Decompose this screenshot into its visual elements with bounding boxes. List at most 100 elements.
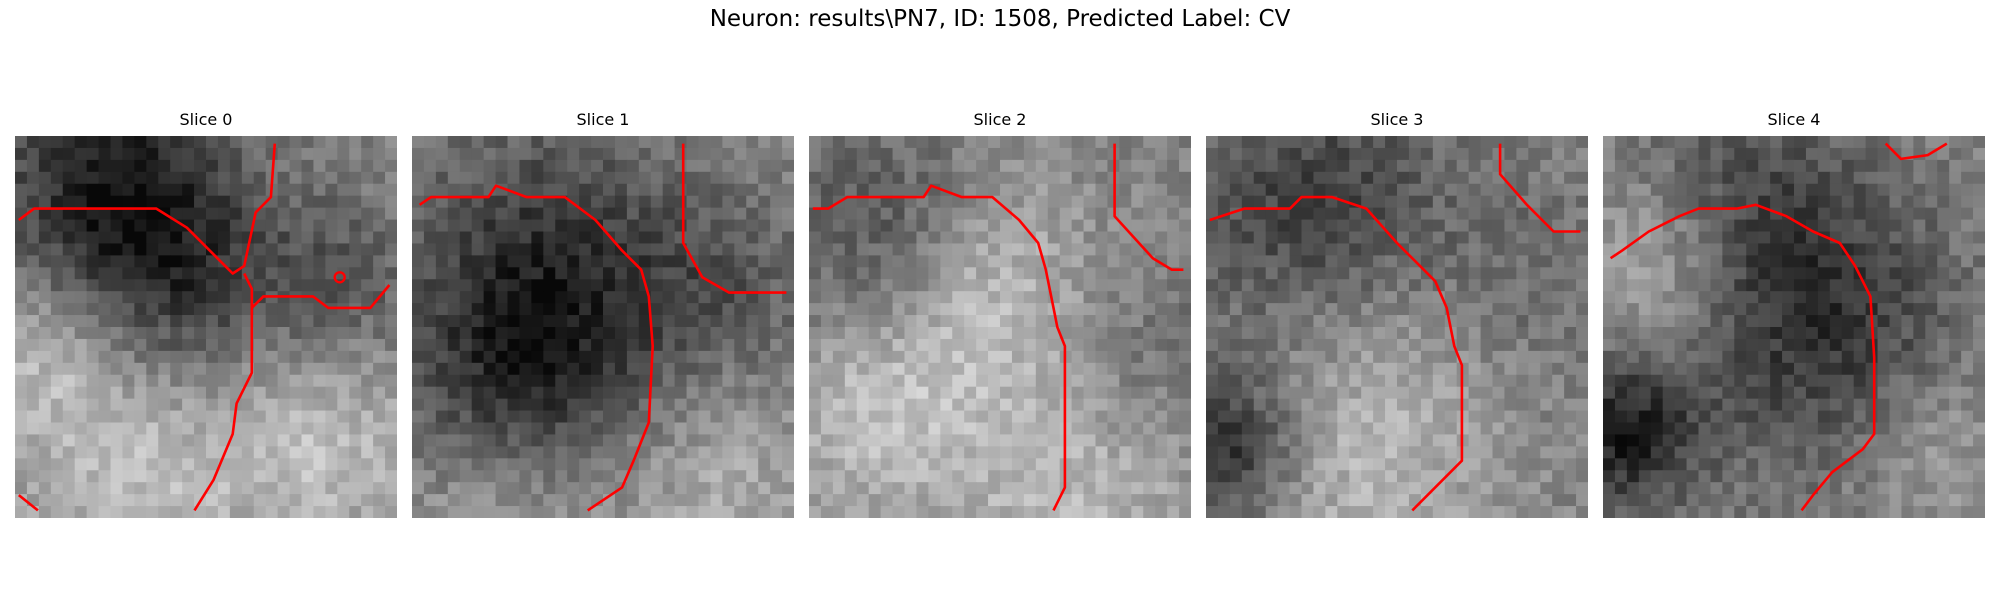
image-pixel	[423, 410, 437, 423]
image-pixel	[277, 207, 290, 220]
image-pixel	[253, 267, 267, 280]
image-pixel	[856, 231, 870, 244]
image-pixel	[1155, 219, 1168, 232]
image-pixel	[1000, 398, 1013, 411]
image-pixel	[531, 231, 544, 244]
image-pixel	[1373, 434, 1386, 447]
image-pixel	[1361, 267, 1374, 280]
image-pixel	[412, 219, 425, 232]
image-pixel	[626, 171, 640, 185]
image-pixel	[1913, 207, 1926, 220]
image-pixel	[916, 494, 929, 507]
image-pixel	[1480, 291, 1493, 304]
image-pixel	[1179, 338, 1191, 352]
image-pixel	[1143, 410, 1156, 423]
image-pixel	[591, 207, 604, 220]
image-pixel	[614, 386, 628, 400]
image-pixel	[1626, 398, 1640, 411]
image-pixel	[507, 362, 520, 376]
image-pixel	[385, 267, 397, 280]
image-pixel	[1179, 195, 1191, 209]
image-pixel	[26, 350, 40, 364]
image-pixel	[591, 147, 604, 161]
image-pixel	[1540, 362, 1553, 376]
image-pixel	[1603, 279, 1616, 292]
image-pixel	[976, 195, 989, 209]
image-pixel	[206, 422, 219, 435]
image-pixel	[217, 315, 231, 328]
image-pixel	[1241, 315, 1255, 328]
image-pixel	[1853, 410, 1867, 423]
image-pixel	[1047, 219, 1061, 232]
image-pixel	[519, 147, 532, 161]
image-pixel	[1937, 374, 1950, 388]
image-pixel	[1686, 422, 1699, 435]
image-pixel	[1253, 494, 1267, 507]
image-pixel	[1289, 434, 1302, 447]
image-pixel	[1047, 410, 1061, 423]
image-pixel	[928, 374, 941, 388]
image-pixel	[1131, 422, 1144, 435]
image-pixel	[1408, 243, 1422, 256]
image-pixel	[626, 159, 640, 173]
image-pixel	[1901, 219, 1914, 232]
image-pixel	[1662, 327, 1676, 340]
image-pixel	[1047, 470, 1061, 483]
image-pixel	[1119, 255, 1132, 268]
image-pixel	[1758, 315, 1771, 328]
image-pixel	[1552, 482, 1565, 495]
image-pixel	[1301, 315, 1314, 328]
image-pixel	[809, 434, 822, 447]
image-pixel	[1949, 386, 1962, 400]
image-pixel	[194, 386, 207, 400]
image-pixel	[591, 434, 604, 447]
image-pixel	[1528, 255, 1541, 268]
image-pixel	[1095, 398, 1108, 411]
image-pixel	[349, 362, 362, 376]
image-pixel	[1853, 255, 1867, 268]
image-pixel	[1420, 422, 1434, 435]
image-pixel	[1913, 219, 1926, 232]
image-pixel	[662, 147, 676, 161]
image-pixel	[1253, 315, 1267, 328]
image-pixel	[543, 434, 556, 447]
image-pixel	[988, 362, 1001, 376]
image-pixel	[86, 303, 99, 316]
image-pixel	[952, 159, 965, 173]
image-pixel	[38, 446, 52, 459]
image-pixel	[1638, 231, 1652, 244]
image-pixel	[1167, 446, 1180, 459]
image-pixel	[38, 434, 52, 447]
image-pixel	[459, 255, 473, 268]
image-pixel	[74, 267, 88, 280]
image-pixel	[1179, 482, 1191, 495]
image-pixel	[1961, 291, 1974, 304]
image-pixel	[1552, 303, 1565, 316]
image-pixel	[1011, 422, 1025, 435]
image-pixel	[1229, 458, 1243, 471]
image-pixel	[349, 470, 362, 483]
image-pixel	[313, 267, 326, 280]
image-pixel	[15, 171, 28, 185]
image-pixel	[964, 506, 977, 518]
image-pixel	[809, 422, 822, 435]
image-pixel	[1492, 506, 1505, 518]
image-pixel	[734, 207, 747, 220]
image-pixel	[1973, 291, 1985, 304]
image-pixel	[170, 136, 183, 149]
image-pixel	[710, 171, 723, 185]
image-pixel	[289, 374, 302, 388]
image-pixel	[412, 136, 425, 149]
image-pixel	[1229, 410, 1243, 423]
image-pixel	[856, 183, 870, 197]
image-pixel	[820, 171, 834, 185]
image-pixel	[1241, 410, 1255, 423]
image-pixel	[662, 338, 676, 352]
image-pixel	[1361, 374, 1374, 388]
image-pixel	[1277, 291, 1290, 304]
image-pixel	[1877, 315, 1890, 328]
image-pixel	[1277, 434, 1290, 447]
image-pixel	[1420, 398, 1434, 411]
image-pixel	[928, 267, 941, 280]
image-pixel	[122, 255, 135, 268]
